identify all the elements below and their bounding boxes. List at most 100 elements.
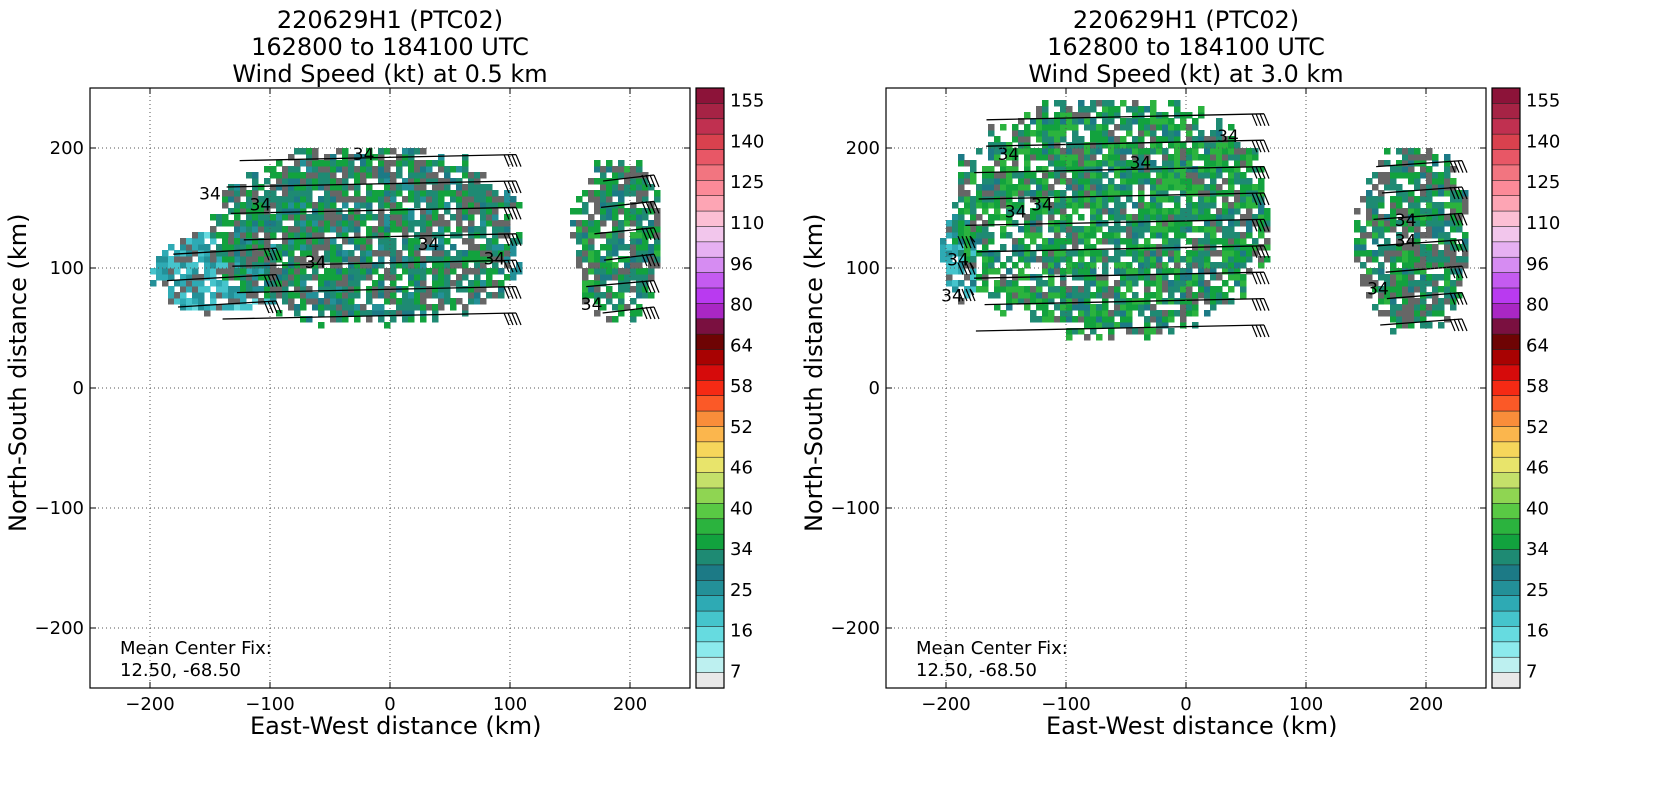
wind-cell xyxy=(1210,166,1217,173)
wind-cell xyxy=(240,268,247,275)
wind-cell xyxy=(276,160,283,167)
wind-cell xyxy=(1210,130,1217,137)
wind-cell xyxy=(1432,184,1439,191)
wind-cell xyxy=(474,250,481,257)
wind-cell xyxy=(438,256,445,263)
wind-cell xyxy=(1432,298,1439,305)
wind-barb-feather xyxy=(969,288,976,302)
wind-cell xyxy=(1426,232,1433,239)
wind-cell xyxy=(498,196,505,203)
center-fix-label: Mean Center Fix: xyxy=(916,638,1068,659)
wind-cell xyxy=(630,244,637,251)
wind-cell xyxy=(1102,316,1109,323)
wind-barb-shaft xyxy=(239,153,517,162)
wind-cell xyxy=(1108,118,1115,125)
wind-cell xyxy=(1012,154,1019,161)
wind-cell xyxy=(414,148,421,155)
wind-cell xyxy=(1156,220,1163,227)
wind-cell xyxy=(1060,136,1067,143)
wind-cell xyxy=(438,298,445,305)
wind-cell xyxy=(1402,148,1409,155)
wind-cell xyxy=(240,244,247,251)
wind-cell xyxy=(1378,244,1385,251)
wind-cell xyxy=(588,262,595,269)
wind-cell xyxy=(1144,250,1151,257)
wind-cell xyxy=(576,256,583,263)
wind-cell xyxy=(1084,142,1091,149)
wind-cell xyxy=(1414,298,1421,305)
wind-cell xyxy=(1054,316,1061,323)
wind-cell xyxy=(1390,250,1397,257)
wind-cell xyxy=(294,160,301,167)
wind-cell xyxy=(618,304,625,311)
wind-cell xyxy=(390,220,397,227)
wind-cell xyxy=(1132,136,1139,143)
wind-cell xyxy=(444,172,451,179)
wind-cell xyxy=(378,292,385,299)
wind-cell xyxy=(1198,196,1205,203)
wind-cell xyxy=(342,220,349,227)
wind-cell xyxy=(264,286,271,293)
colorbar-segment xyxy=(1491,580,1521,597)
wind-cell xyxy=(288,304,295,311)
colorbar-segment xyxy=(1491,118,1521,135)
wind-cell xyxy=(1408,268,1415,275)
wind-cell xyxy=(1462,250,1469,257)
wind-cell xyxy=(1240,202,1247,209)
wind-cell xyxy=(1096,214,1103,221)
wind-cell xyxy=(1090,256,1097,263)
chart-title-line-3: Wind Speed (kt) at 3.0 km xyxy=(1028,60,1344,88)
wind-cell xyxy=(1186,160,1193,167)
wind-cell xyxy=(1060,112,1067,119)
wind-cell xyxy=(1252,166,1259,173)
wind-cell xyxy=(318,298,325,305)
wind-cell xyxy=(270,220,277,227)
wind-cell xyxy=(456,262,463,269)
wind-cell xyxy=(342,148,349,155)
wind-cell xyxy=(312,214,319,221)
wind-cell xyxy=(306,238,313,245)
wind-cell xyxy=(468,244,475,251)
wind-cell xyxy=(624,214,631,221)
wind-cell xyxy=(1180,142,1187,149)
wind-barb-feather xyxy=(1461,186,1468,200)
wind-cell xyxy=(312,232,319,239)
wind-cell xyxy=(1060,310,1067,317)
wind-cell xyxy=(240,262,247,269)
wind-cell xyxy=(366,274,373,281)
wind-cell xyxy=(312,262,319,269)
wind-cell xyxy=(390,244,397,251)
wind-cell xyxy=(396,304,403,311)
wind-cell xyxy=(1450,178,1457,185)
wind-cell xyxy=(378,256,385,263)
wind-cell xyxy=(426,226,433,233)
wind-cell xyxy=(432,208,439,215)
wind-cell xyxy=(636,184,643,191)
wind-cell xyxy=(1084,196,1091,203)
wind-cell xyxy=(360,196,367,203)
wind-cell xyxy=(1372,172,1379,179)
wind-cell xyxy=(1090,106,1097,113)
wind-cell xyxy=(1180,256,1187,263)
wind-barb-feather xyxy=(1259,324,1266,338)
wind-barb-feather xyxy=(267,247,274,261)
wind-cell xyxy=(426,286,433,293)
wind-cell xyxy=(336,220,343,227)
wind-cell xyxy=(1078,202,1085,209)
wind-cell xyxy=(474,268,481,275)
wind-cell xyxy=(420,196,427,203)
wind-cell xyxy=(168,274,175,281)
wind-cell xyxy=(366,250,373,257)
wind-cell xyxy=(504,220,511,227)
wind-cell xyxy=(1018,136,1025,143)
wind-cell xyxy=(474,196,481,203)
wind-cell xyxy=(1210,160,1217,167)
wind-cell xyxy=(1414,286,1421,293)
wind-cell xyxy=(982,238,989,245)
wind-cell xyxy=(444,166,451,173)
wind-cell xyxy=(1096,130,1103,137)
wind-cell xyxy=(1450,226,1457,233)
wind-cell xyxy=(1444,274,1451,281)
wind-barb-feather xyxy=(641,201,648,214)
wind-cell xyxy=(1042,130,1049,137)
